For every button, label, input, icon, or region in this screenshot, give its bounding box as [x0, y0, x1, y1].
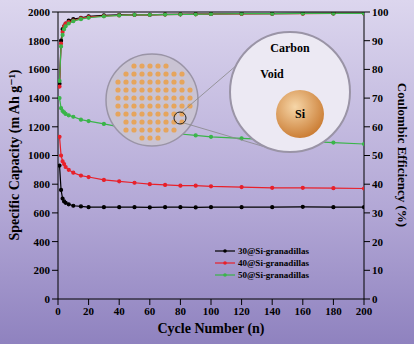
svg-text:50: 50 [372, 149, 384, 161]
html-text:30@Si-granadillas: 30@Si-granadillas [238, 246, 309, 256]
svg-text:1000: 1000 [28, 149, 51, 161]
html-text:50@Si-granadillas: 50@Si-granadillas [238, 270, 309, 280]
svg-text:2000: 2000 [28, 6, 51, 18]
svg-text:20: 20 [83, 305, 95, 317]
svg-text:1600: 1600 [28, 63, 51, 75]
svg-text:0: 0 [372, 293, 378, 305]
svg-text:600: 600 [34, 207, 51, 219]
svg-text:40: 40 [114, 305, 126, 317]
svg-text:60: 60 [144, 305, 156, 317]
svg-text:200: 200 [356, 305, 373, 317]
svg-text:90: 90 [372, 35, 384, 47]
svg-text:10: 10 [372, 264, 384, 276]
svg-text:30: 30 [372, 207, 384, 219]
svg-text:120: 120 [233, 305, 250, 317]
svg-text:100: 100 [372, 6, 389, 18]
svg-text:Coulombic Efficiency (%): Coulombic Efficiency (%) [395, 83, 410, 227]
svg-text:Si: Si [295, 107, 306, 121]
svg-text:Specific Capacity (m Ah g⁻¹): Specific Capacity (m Ah g⁻¹) [7, 69, 23, 240]
svg-text:0: 0 [55, 305, 61, 317]
svg-text:1200: 1200 [28, 121, 51, 133]
svg-text:80: 80 [175, 305, 187, 317]
svg-text:Void: Void [260, 67, 284, 81]
svg-text:Carbon: Carbon [270, 41, 310, 55]
svg-text:400: 400 [34, 236, 51, 248]
svg-text:60: 60 [372, 121, 384, 133]
svg-text:200: 200 [34, 264, 51, 276]
svg-text:140: 140 [264, 305, 281, 317]
svg-text:40: 40 [372, 178, 384, 190]
svg-text:1400: 1400 [28, 92, 51, 104]
svg-text:70: 70 [372, 92, 384, 104]
html-text:40@Si-granadillas: 40@Si-granadillas [238, 258, 309, 268]
svg-text:180: 180 [325, 305, 342, 317]
svg-text:0: 0 [45, 293, 51, 305]
svg-text:20: 20 [372, 236, 384, 248]
svg-text:100: 100 [203, 305, 220, 317]
svg-text:160: 160 [295, 305, 312, 317]
svg-text:1800: 1800 [28, 35, 51, 47]
svg-text:Cycle Number (n): Cycle Number (n) [157, 321, 264, 337]
svg-text:800: 800 [34, 178, 51, 190]
svg-text:80: 80 [372, 63, 384, 75]
